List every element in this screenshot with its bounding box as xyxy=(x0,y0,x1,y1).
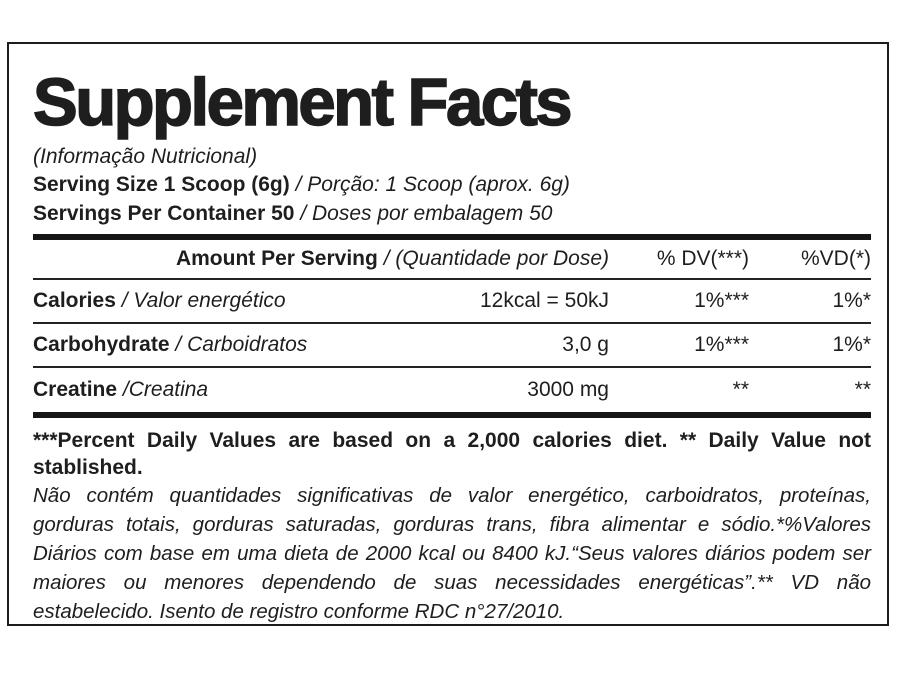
header-vd-cell: %VD(*) xyxy=(800,247,871,270)
carbohydrate-main-cell: Carbohydrate / Carboidratos 3,0 g xyxy=(33,333,609,357)
serving-size-en: Serving Size 1 Scoop (6g) xyxy=(33,173,290,196)
header-dv-cell: % DV(***) xyxy=(656,247,749,270)
table-row-calories: Calories / Valor energético 12kcal = 50kJ… xyxy=(33,280,871,324)
supplement-facts-label: Supplement Facts (Informação Nutricional… xyxy=(7,42,889,626)
header-amount-pt: / (Quantidade por Dose) xyxy=(383,247,609,270)
calories-name: Calories / Valor energético xyxy=(33,289,286,312)
table-header-row: Amount Per Serving / (Quantidade por Dose… xyxy=(33,240,871,280)
serving-size-pt: / Porção: 1 Scoop (aprox. 6g) xyxy=(295,173,570,196)
table-row-carbohydrate: Carbohydrate / Carboidratos 3,0 g 1%*** 1… xyxy=(33,324,871,368)
calories-vd: 1%* xyxy=(832,289,871,312)
calories-main-cell: Calories / Valor energético 12kcal = 50kJ xyxy=(33,289,609,313)
carbohydrate-dv: 1%*** xyxy=(694,333,749,356)
daily-value-footnote: ***Percent Daily Values are based on a 2… xyxy=(33,429,871,479)
creatine-vd: ** xyxy=(854,378,871,401)
header-amount-en: Amount Per Serving xyxy=(175,247,378,270)
creatine-amount: 3000 mg xyxy=(527,378,609,401)
calories-dv: 1%*** xyxy=(694,289,749,312)
serving-size-line: Serving Size 1 Scoop (6g) / Porção: 1 Sco… xyxy=(33,170,871,199)
table-top-divider xyxy=(33,234,871,240)
portuguese-footnote: Não contém quantidades significativas de… xyxy=(33,484,871,623)
servings-per-container-line: Servings Per Container 50/ Doses por emb… xyxy=(33,199,871,228)
header-amount-cell: Amount Per Serving / (Quantidade por Dose… xyxy=(33,247,609,271)
table-row-creatine: Creatine/Creatina 3000 mg ** ** xyxy=(33,368,871,412)
creatine-name: Creatine/Creatina xyxy=(33,378,209,401)
table-bottom-divider xyxy=(33,412,871,418)
carbohydrate-vd: 1%* xyxy=(832,333,871,356)
carbohydrate-name: Carbohydrate / Carboidratos xyxy=(33,333,308,356)
carbohydrate-amount: 3,0 g xyxy=(562,333,609,356)
label-subtitle: (Informação Nutricional) xyxy=(33,145,258,168)
servings-per-container-en: Servings Per Container 50 xyxy=(33,202,295,225)
calories-amount: 12kcal = 50kJ xyxy=(480,289,609,312)
label-title: Supplement Facts xyxy=(32,65,573,141)
creatine-dv: ** xyxy=(732,378,749,401)
creatine-main-cell: Creatine/Creatina 3000 mg xyxy=(33,378,609,402)
servings-per-container-pt: / Doses por embalagem 50 xyxy=(300,202,553,225)
